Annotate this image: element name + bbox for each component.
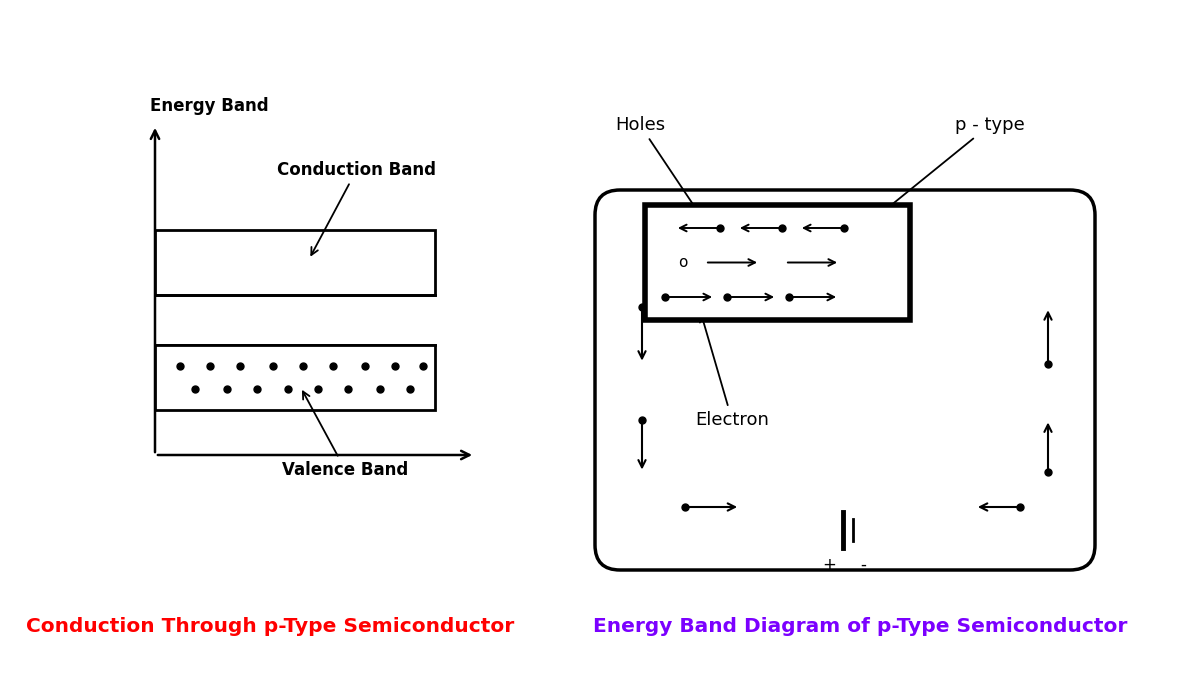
Text: Electron: Electron xyxy=(695,315,769,429)
Bar xyxy=(155,345,436,410)
Text: p - type: p - type xyxy=(883,116,1025,211)
Text: Conduction Through p-Type Semiconductor: Conduction Through p-Type Semiconductor xyxy=(26,618,514,637)
Text: Energy Band: Energy Band xyxy=(150,97,269,115)
Text: Holes: Holes xyxy=(614,116,702,218)
Text: -: - xyxy=(860,556,866,574)
Text: Energy Band Diagram of p-Type Semiconductor: Energy Band Diagram of p-Type Semiconduc… xyxy=(593,618,1127,637)
Bar xyxy=(155,230,436,295)
Text: +: + xyxy=(822,556,836,574)
FancyBboxPatch shape xyxy=(595,190,1096,570)
Bar xyxy=(646,205,910,320)
Text: Valence Band: Valence Band xyxy=(282,392,408,479)
Text: Conduction Band: Conduction Band xyxy=(277,161,436,255)
Text: o: o xyxy=(678,255,688,270)
